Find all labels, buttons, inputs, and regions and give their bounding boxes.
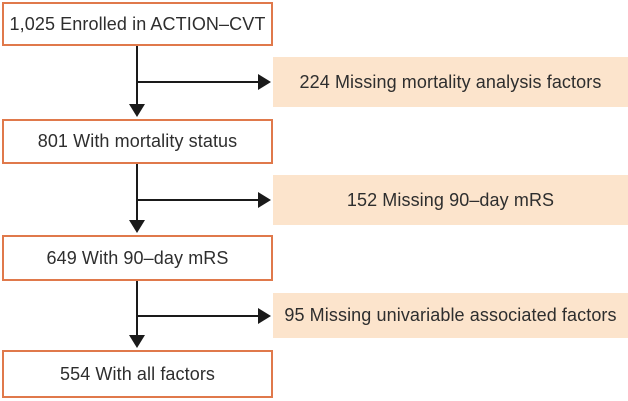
- exclusion-box-missing-univariable-factors: 95 Missing univariable associated factor…: [273, 293, 628, 338]
- flow-box-enrolled: 1,025 Enrolled in ACTION–CVT: [2, 2, 273, 46]
- flow-box-90day-mrs: 649 With 90–day mRS: [2, 235, 273, 281]
- arrow-head-down-2-icon: [129, 220, 145, 233]
- arrow-line-down-1: [136, 46, 138, 104]
- arrow-line-down-3: [136, 281, 138, 335]
- arrow-head-down-1-icon: [129, 104, 145, 117]
- arrow-head-right-3-icon: [258, 308, 271, 324]
- flow-box-all-factors-label: 554 With all factors: [59, 363, 216, 384]
- flow-box-mortality-status-label: 801 With mortality status: [37, 131, 238, 151]
- exclusion-box-missing-90day-mrs: 152 Missing 90–day mRS: [273, 175, 628, 225]
- flow-box-90day-mrs-label: 649 With 90–day mRS: [46, 247, 229, 268]
- exclusion-box-missing-mortality-factors-label: 224 Missing mortality analysis factors: [299, 71, 602, 92]
- exclusion-box-missing-90day-mrs-label: 152 Missing 90–day mRS: [346, 189, 555, 210]
- exclusion-box-missing-univariable-factors-label: 95 Missing univariable associated factor…: [284, 305, 617, 325]
- exclusion-box-missing-mortality-factors: 224 Missing mortality analysis factors: [273, 57, 628, 107]
- flow-box-all-factors: 554 With all factors: [2, 350, 273, 398]
- flow-box-mortality-status: 801 With mortality status: [2, 119, 273, 164]
- arrow-line-right-2: [136, 199, 258, 201]
- arrow-head-down-3-icon: [129, 335, 145, 348]
- arrow-line-right-1: [136, 81, 258, 83]
- arrow-head-right-1-icon: [258, 74, 271, 90]
- arrow-line-down-2: [136, 164, 138, 220]
- arrow-head-right-2-icon: [258, 192, 271, 208]
- flow-box-enrolled-label: 1,025 Enrolled in ACTION–CVT: [9, 13, 266, 34]
- arrow-line-right-3: [136, 315, 258, 317]
